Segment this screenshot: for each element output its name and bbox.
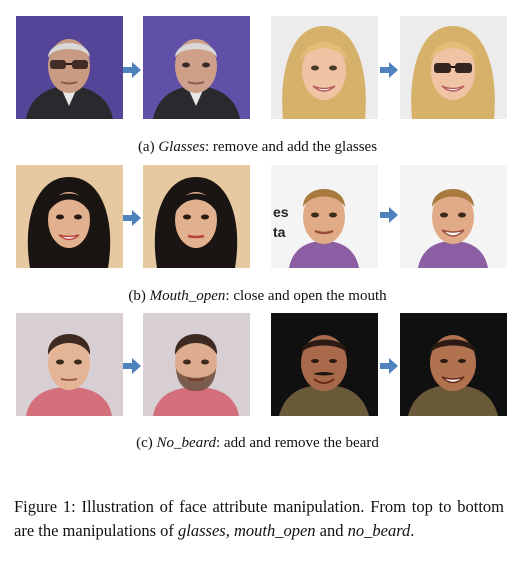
figure-caption: Figure 1: Illustration of face attribute… (14, 497, 504, 540)
photo-a1-before (16, 16, 123, 119)
arrow-icon (123, 62, 141, 78)
arrow-icon (380, 358, 398, 374)
photo-a1-after (143, 16, 250, 119)
svg-text:ta: ta (273, 224, 286, 240)
photo-b2-after (400, 165, 507, 268)
photo-b2-before: es ta (271, 165, 378, 268)
photo-a2-after (400, 16, 507, 119)
subcaption-a: (a) Glasses: remove and add the glasses (137, 139, 378, 155)
photo-c1-before (16, 313, 123, 416)
arrow-icon (123, 210, 141, 226)
photo-c1-after (143, 313, 250, 416)
photo-b1-before (16, 165, 123, 268)
subcaption-b: (b) Mouth_open: close and open the mouth (128, 288, 387, 304)
photo-a2-before (271, 16, 378, 119)
photo-b1-after (143, 165, 250, 268)
arrow-icon (123, 358, 141, 374)
photo-c2-before (271, 313, 378, 416)
arrow-icon (380, 62, 398, 78)
arrow-icon (380, 207, 398, 223)
photo-c2-after (400, 313, 507, 416)
subcaption-c: (c) No_beard: add and remove the beard (136, 435, 379, 451)
svg-text:es: es (273, 204, 289, 220)
